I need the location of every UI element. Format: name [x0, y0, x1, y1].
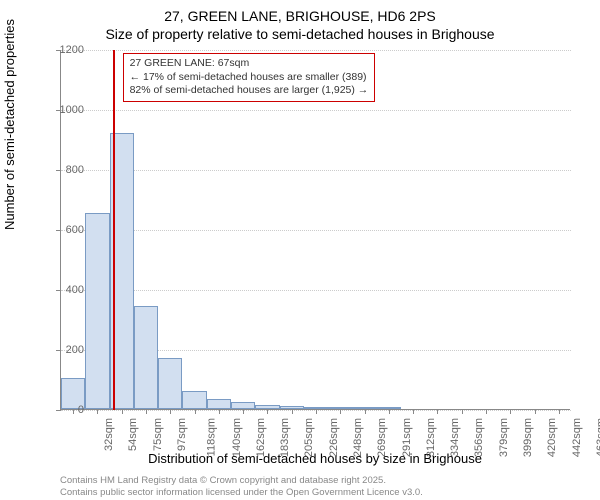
- x-tick-mark: [316, 409, 317, 414]
- x-tick-mark: [97, 409, 98, 414]
- x-tick-mark: [413, 409, 414, 414]
- x-tick-mark: [437, 409, 438, 414]
- x-tick-mark: [340, 409, 341, 414]
- x-tick-label: 226sqm: [328, 418, 340, 457]
- x-tick-mark: [486, 409, 487, 414]
- histogram-bar: [207, 399, 231, 410]
- x-tick-label: 162sqm: [255, 418, 267, 457]
- x-tick-label: 54sqm: [127, 418, 139, 451]
- chart-title-line1: 27, GREEN LANE, BRIGHOUSE, HD6 2PS: [0, 8, 600, 24]
- x-tick-label: 140sqm: [231, 418, 243, 457]
- footer-line1: Contains HM Land Registry data © Crown c…: [60, 475, 423, 486]
- x-tick-label: 118sqm: [206, 418, 218, 456]
- x-tick-label: 399sqm: [522, 418, 534, 457]
- x-tick-mark: [292, 409, 293, 414]
- grid-line: [61, 50, 571, 51]
- footer-attribution: Contains HM Land Registry data © Crown c…: [60, 475, 423, 498]
- x-tick-mark: [195, 409, 196, 414]
- x-tick-mark: [462, 409, 463, 414]
- x-tick-label: 248sqm: [352, 418, 364, 457]
- grid-line: [61, 170, 571, 171]
- x-tick-mark: [559, 409, 560, 414]
- x-tick-label: 312sqm: [425, 418, 437, 457]
- x-tick-label: 420sqm: [546, 418, 558, 457]
- annotation-line2: ← 17% of semi-detached houses are smalle…: [130, 71, 369, 85]
- chart-container: 27, GREEN LANE, BRIGHOUSE, HD6 2PS Size …: [0, 0, 600, 500]
- y-tick-label: 0: [44, 404, 84, 416]
- x-tick-mark: [219, 409, 220, 414]
- annotation-line3: 82% of semi-detached houses are larger (…: [130, 84, 369, 98]
- y-tick-label: 1000: [44, 104, 84, 116]
- x-tick-label: 97sqm: [176, 418, 188, 451]
- y-axis-label: Number of semi-detached properties: [2, 19, 17, 230]
- footer-line2: Contains public sector information licen…: [60, 487, 423, 498]
- x-tick-mark: [146, 409, 147, 414]
- histogram-bar: [231, 402, 255, 410]
- x-tick-label: 269sqm: [376, 418, 388, 457]
- reference-line: [113, 50, 115, 410]
- x-tick-label: 334sqm: [449, 418, 461, 457]
- y-tick-label: 400: [44, 284, 84, 296]
- x-tick-mark: [170, 409, 171, 414]
- histogram-bar: [85, 213, 109, 410]
- y-tick-label: 600: [44, 224, 84, 236]
- x-tick-mark: [122, 409, 123, 414]
- x-tick-mark: [267, 409, 268, 414]
- x-tick-mark: [535, 409, 536, 414]
- x-tick-label: 32sqm: [103, 418, 115, 451]
- x-tick-label: 463sqm: [595, 418, 600, 457]
- x-tick-label: 356sqm: [474, 418, 486, 457]
- histogram-bar: [134, 306, 158, 410]
- x-tick-label: 442sqm: [571, 418, 583, 457]
- x-tick-label: 379sqm: [498, 418, 510, 457]
- x-tick-mark: [365, 409, 366, 414]
- x-tick-label: 183sqm: [279, 418, 291, 457]
- y-tick-label: 1200: [44, 44, 84, 56]
- grid-line: [61, 290, 571, 291]
- x-tick-mark: [243, 409, 244, 414]
- y-tick-label: 800: [44, 164, 84, 176]
- x-tick-label: 291sqm: [401, 418, 413, 457]
- x-tick-label: 205sqm: [304, 418, 316, 457]
- x-tick-mark: [510, 409, 511, 414]
- plot-area: 27 GREEN LANE: 67sqm← 17% of semi-detach…: [60, 50, 570, 410]
- y-tick-label: 200: [44, 344, 84, 356]
- annotation-line1: 27 GREEN LANE: 67sqm: [130, 57, 369, 71]
- x-tick-label: 75sqm: [152, 418, 164, 451]
- grid-line: [61, 110, 571, 111]
- grid-line: [61, 230, 571, 231]
- x-tick-mark: [389, 409, 390, 414]
- annotation-box: 27 GREEN LANE: 67sqm← 17% of semi-detach…: [123, 53, 376, 102]
- histogram-bar: [158, 358, 182, 409]
- histogram-bar: [182, 391, 206, 409]
- chart-title-line2: Size of property relative to semi-detach…: [0, 26, 600, 42]
